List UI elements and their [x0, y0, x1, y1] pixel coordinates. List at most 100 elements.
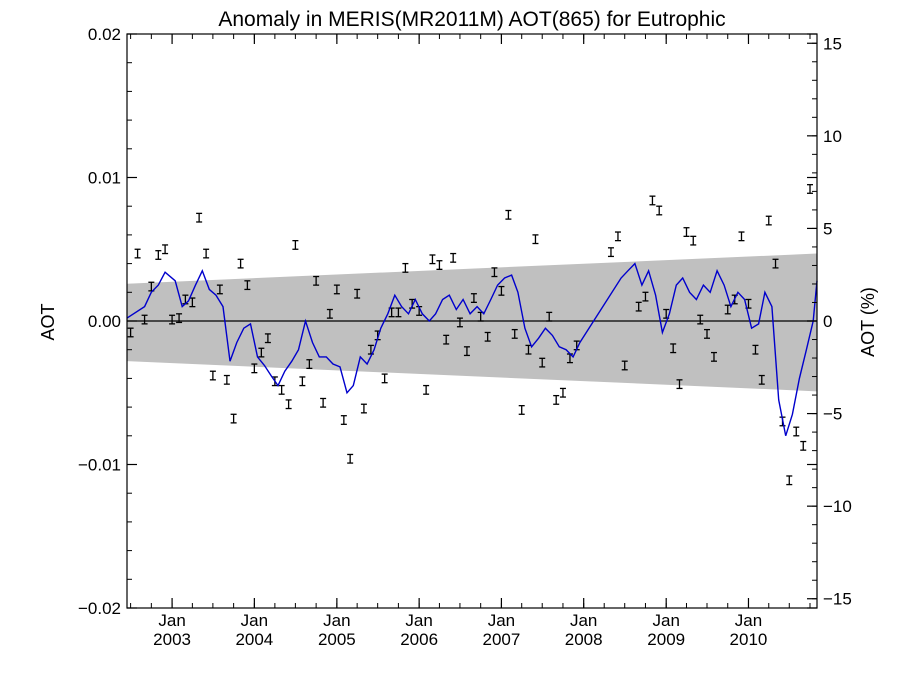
confidence-band: [127, 253, 817, 392]
data-point: [216, 284, 223, 295]
right-y-axis: 15 10 5 0 −5 −10 −15: [807, 34, 852, 609]
data-point: [436, 260, 443, 270]
data-point: [772, 258, 779, 269]
x-tick-month: Jan: [405, 611, 432, 630]
x-tick-month: Jan: [323, 611, 350, 630]
blue-line-series: [126, 262, 818, 437]
data-point: [278, 384, 285, 395]
data-point: [340, 415, 347, 425]
y2-tick-label: −5: [823, 405, 842, 424]
data-point: [237, 258, 244, 269]
data-point: [127, 327, 134, 338]
data-point: [793, 426, 800, 437]
y2-tick-label: −10: [823, 497, 852, 516]
data-point: [649, 195, 656, 206]
x-tick-year: 2007: [483, 630, 521, 649]
data-point: [505, 209, 512, 220]
data-point: [539, 357, 546, 368]
x-tick-month: Jan: [488, 611, 515, 630]
y-tick-label: 0.01: [88, 169, 121, 188]
data-point: [155, 250, 162, 260]
band-area: [127, 253, 817, 392]
y2-tick-label: 0: [823, 312, 832, 331]
x-tick-month: Jan: [241, 611, 268, 630]
data-point: [470, 293, 477, 303]
data-point: [395, 307, 402, 318]
x-tick-year: 2005: [318, 630, 356, 649]
data-point: [258, 347, 265, 358]
data-point: [141, 314, 148, 325]
data-point: [484, 331, 491, 342]
data-point: [621, 360, 628, 371]
y2-tick-label: 5: [823, 219, 832, 238]
data-point: [443, 334, 450, 345]
data-point: [553, 394, 560, 405]
data-point: [244, 280, 251, 291]
data-point: [676, 379, 683, 390]
data-point: [690, 235, 697, 246]
data-point: [360, 403, 367, 414]
data-point: [546, 311, 553, 322]
data-point: [518, 405, 525, 415]
data-point: [402, 262, 409, 273]
data-point: [697, 314, 704, 325]
x-tick-month: Jan: [570, 611, 597, 630]
data-point: [607, 247, 614, 258]
data-point: [285, 399, 292, 410]
data-point: [703, 328, 710, 339]
data-point: [635, 301, 642, 312]
data-point: [656, 205, 663, 216]
data-point: [498, 285, 505, 296]
x-axis: Jan2003Jan2004Jan2005Jan2006Jan2007Jan20…: [130, 34, 811, 649]
data-point: [162, 244, 169, 255]
data-point: [765, 215, 772, 226]
data-point: [456, 317, 463, 328]
data-point: [532, 234, 539, 245]
left-y-axis: 0.02 0.01 0.00 −0.01 −0.02: [78, 25, 817, 618]
data-point: [326, 308, 333, 319]
x-tick-year: 2009: [647, 630, 685, 649]
data-point: [758, 374, 765, 385]
data-point: [306, 359, 313, 370]
blue-series-line: [126, 262, 818, 437]
data-point: [800, 440, 807, 451]
data-point: [614, 231, 621, 242]
data-point: [670, 343, 677, 354]
y-tick-label: −0.01: [78, 456, 121, 475]
x-tick-month: Jan: [652, 611, 679, 630]
data-point: [347, 453, 354, 464]
x-tick-year: 2006: [400, 630, 438, 649]
data-point: [786, 475, 793, 486]
data-point: [738, 231, 745, 242]
y-tick-label: 0.00: [88, 312, 121, 331]
data-points: [127, 184, 814, 486]
data-point: [196, 212, 203, 223]
data-point: [463, 346, 470, 357]
y2-tick-label: −15: [823, 590, 852, 609]
data-point: [209, 370, 216, 381]
data-point: [176, 313, 183, 324]
data-point: [710, 351, 717, 362]
data-point: [313, 275, 320, 286]
x-tick-year: 2003: [153, 630, 191, 649]
y-tick-label: −0.02: [78, 599, 121, 618]
data-point: [320, 397, 327, 408]
data-point: [511, 328, 518, 339]
y-tick-label: 0.02: [88, 25, 121, 44]
x-tick-year: 2008: [565, 630, 603, 649]
data-point: [491, 267, 498, 278]
data-point: [450, 252, 457, 263]
data-point: [559, 387, 566, 398]
data-point: [134, 248, 141, 259]
x-tick-year: 2010: [730, 630, 768, 649]
data-point: [423, 384, 430, 395]
data-point: [807, 184, 814, 194]
data-point: [251, 363, 258, 374]
data-point: [354, 288, 361, 299]
y2-axis-label: AOT (%): [858, 287, 878, 357]
data-point: [264, 333, 271, 344]
x-tick-month: Jan: [735, 611, 762, 630]
y2-tick-label: 15: [823, 34, 842, 53]
data-point: [169, 314, 176, 325]
